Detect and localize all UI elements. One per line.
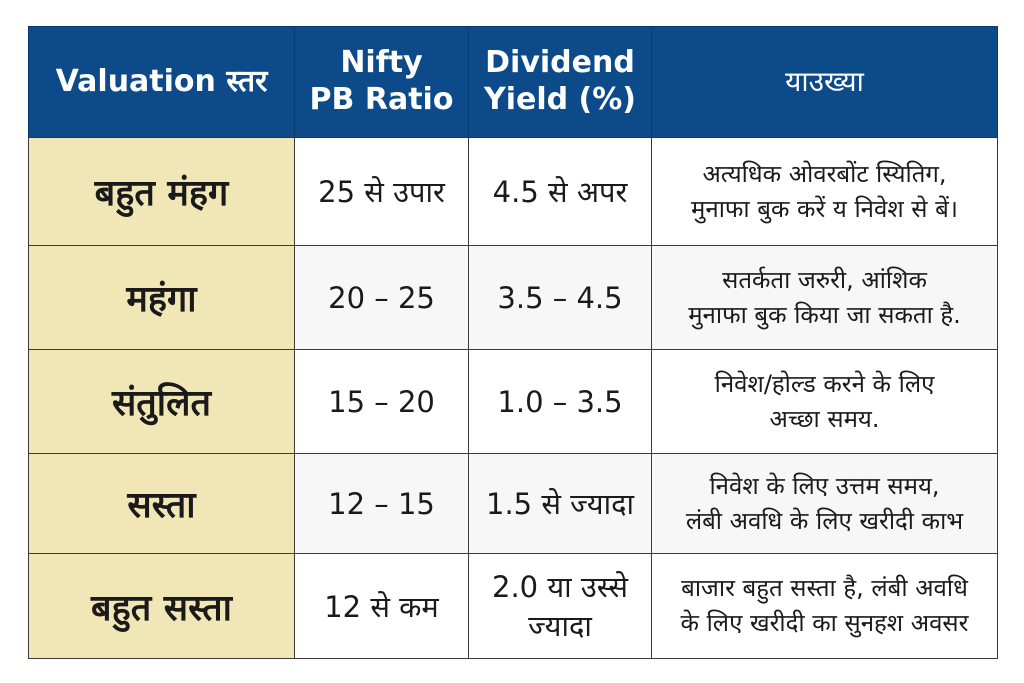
pb-ratio-cell: 25 से उपार	[294, 137, 469, 246]
header-dy-line2: Yield (%)	[483, 82, 637, 117]
action-cell: बाजार बहुत सस्ता है, लंबी अवधि के लिए खर…	[651, 553, 998, 659]
table-header: Valuation स्तर Nifty PB Ratio Dividend Y…	[28, 26, 998, 138]
dividend-yield-line: ज्यादा	[528, 609, 592, 643]
table-row: बहुत सस्ता 12 से कम 2.0 या उस्से ज्यादा …	[28, 553, 998, 659]
dividend-yield-cell: 3.5 – 4.5	[468, 245, 652, 350]
valuation-level-cell: सस्ता	[28, 453, 295, 554]
action-line: निवेश के लिए उत्तम समय,	[709, 471, 940, 500]
valuation-level-cell: बहुत सस्ता	[28, 553, 295, 659]
dividend-yield-line: 1.5 से ज्यादा	[486, 487, 634, 521]
valuation-table: Valuation स्तर Nifty PB Ratio Dividend Y…	[28, 26, 998, 659]
action-line: मुनाफा बुक करें य निवेश से बें।	[691, 194, 958, 223]
valuation-level-cell: महंगा	[28, 245, 295, 350]
header-pb-line2: PB Ratio	[309, 82, 454, 117]
table-body: बहुत मंहग 25 से उपार 4.5 से अपर अत्यधिक …	[28, 137, 998, 659]
dividend-yield-line: 1.0 – 3.5	[497, 384, 623, 419]
header-action-text: याउख्या	[785, 64, 864, 98]
action-line: सतर्कता जरुरी, आंशिक	[722, 265, 927, 294]
pb-ratio-cell: 12 – 15	[294, 453, 469, 554]
action-line: निवेश/होल्ड करने के लिए	[714, 369, 935, 398]
valuation-level-cell: संतुलित	[28, 349, 295, 454]
dividend-yield-line: 3.5 – 4.5	[497, 280, 623, 315]
action-cell: निवेश/होल्ड करने के लिए अच्छा समय.	[651, 349, 998, 454]
header-valuation-level: Valuation स्तर	[28, 26, 295, 138]
header-pb-ratio: Nifty PB Ratio	[294, 26, 469, 138]
action-line: मुनाफा बुक किया जा सकता है.	[688, 300, 961, 329]
table-row: बहुत मंहग 25 से उपार 4.5 से अपर अत्यधिक …	[28, 137, 998, 246]
action-cell: सतर्कता जरुरी, आंशिक मुनाफा बुक किया जा …	[651, 245, 998, 350]
header-dividend-yield: Dividend Yield (%)	[468, 26, 652, 138]
header-pb-line1: Nifty	[340, 45, 423, 81]
dividend-yield-line: 4.5 से अपर	[492, 175, 628, 209]
pb-ratio-cell: 20 – 25	[294, 245, 469, 350]
action-line: अच्छा समय.	[769, 404, 880, 433]
header-row: Valuation स्तर Nifty PB Ratio Dividend Y…	[28, 26, 998, 138]
header-valuation-level-text: Valuation स्तर	[55, 63, 268, 99]
action-cell: निवेश के लिए उत्तम समय, लंबी अवधि के लिए…	[651, 453, 998, 554]
table-row: महंगा 20 – 25 3.5 – 4.5 सतर्कता जरुरी, आ…	[28, 245, 998, 350]
action-line: लंबी अवधि के लिए खरीदी काभ	[685, 506, 964, 535]
dividend-yield-line: 2.0 या उस्से	[492, 570, 628, 604]
header-action: याउख्या	[651, 26, 998, 138]
header-dy-line1: Dividend	[485, 45, 635, 81]
dividend-yield-cell: 2.0 या उस्से ज्यादा	[468, 553, 652, 659]
pb-ratio-cell: 15 – 20	[294, 349, 469, 454]
action-cell: अत्यधिक ओवरबोंट स्यितिग, मुनाफा बुक करें…	[651, 137, 998, 246]
dividend-yield-cell: 1.5 से ज्यादा	[468, 453, 652, 554]
dividend-yield-cell: 1.0 – 3.5	[468, 349, 652, 454]
action-line: बाजार बहुत सस्ता है, लंबी अवधि	[681, 574, 968, 603]
action-line: के लिए खरीदी का सुनहश अवसर	[680, 609, 969, 637]
table-row: सस्ता 12 – 15 1.5 से ज्यादा निवेश के लिए…	[28, 453, 998, 554]
action-line: अत्यधिक ओवरबोंट स्यितिग,	[702, 159, 947, 188]
table-row: संतुलित 15 – 20 1.0 – 3.5 निवेश/होल्ड कर…	[28, 349, 998, 454]
pb-ratio-cell: 12 से कम	[294, 553, 469, 659]
dividend-yield-cell: 4.5 से अपर	[468, 137, 652, 246]
valuation-level-cell: बहुत मंहग	[28, 137, 295, 246]
